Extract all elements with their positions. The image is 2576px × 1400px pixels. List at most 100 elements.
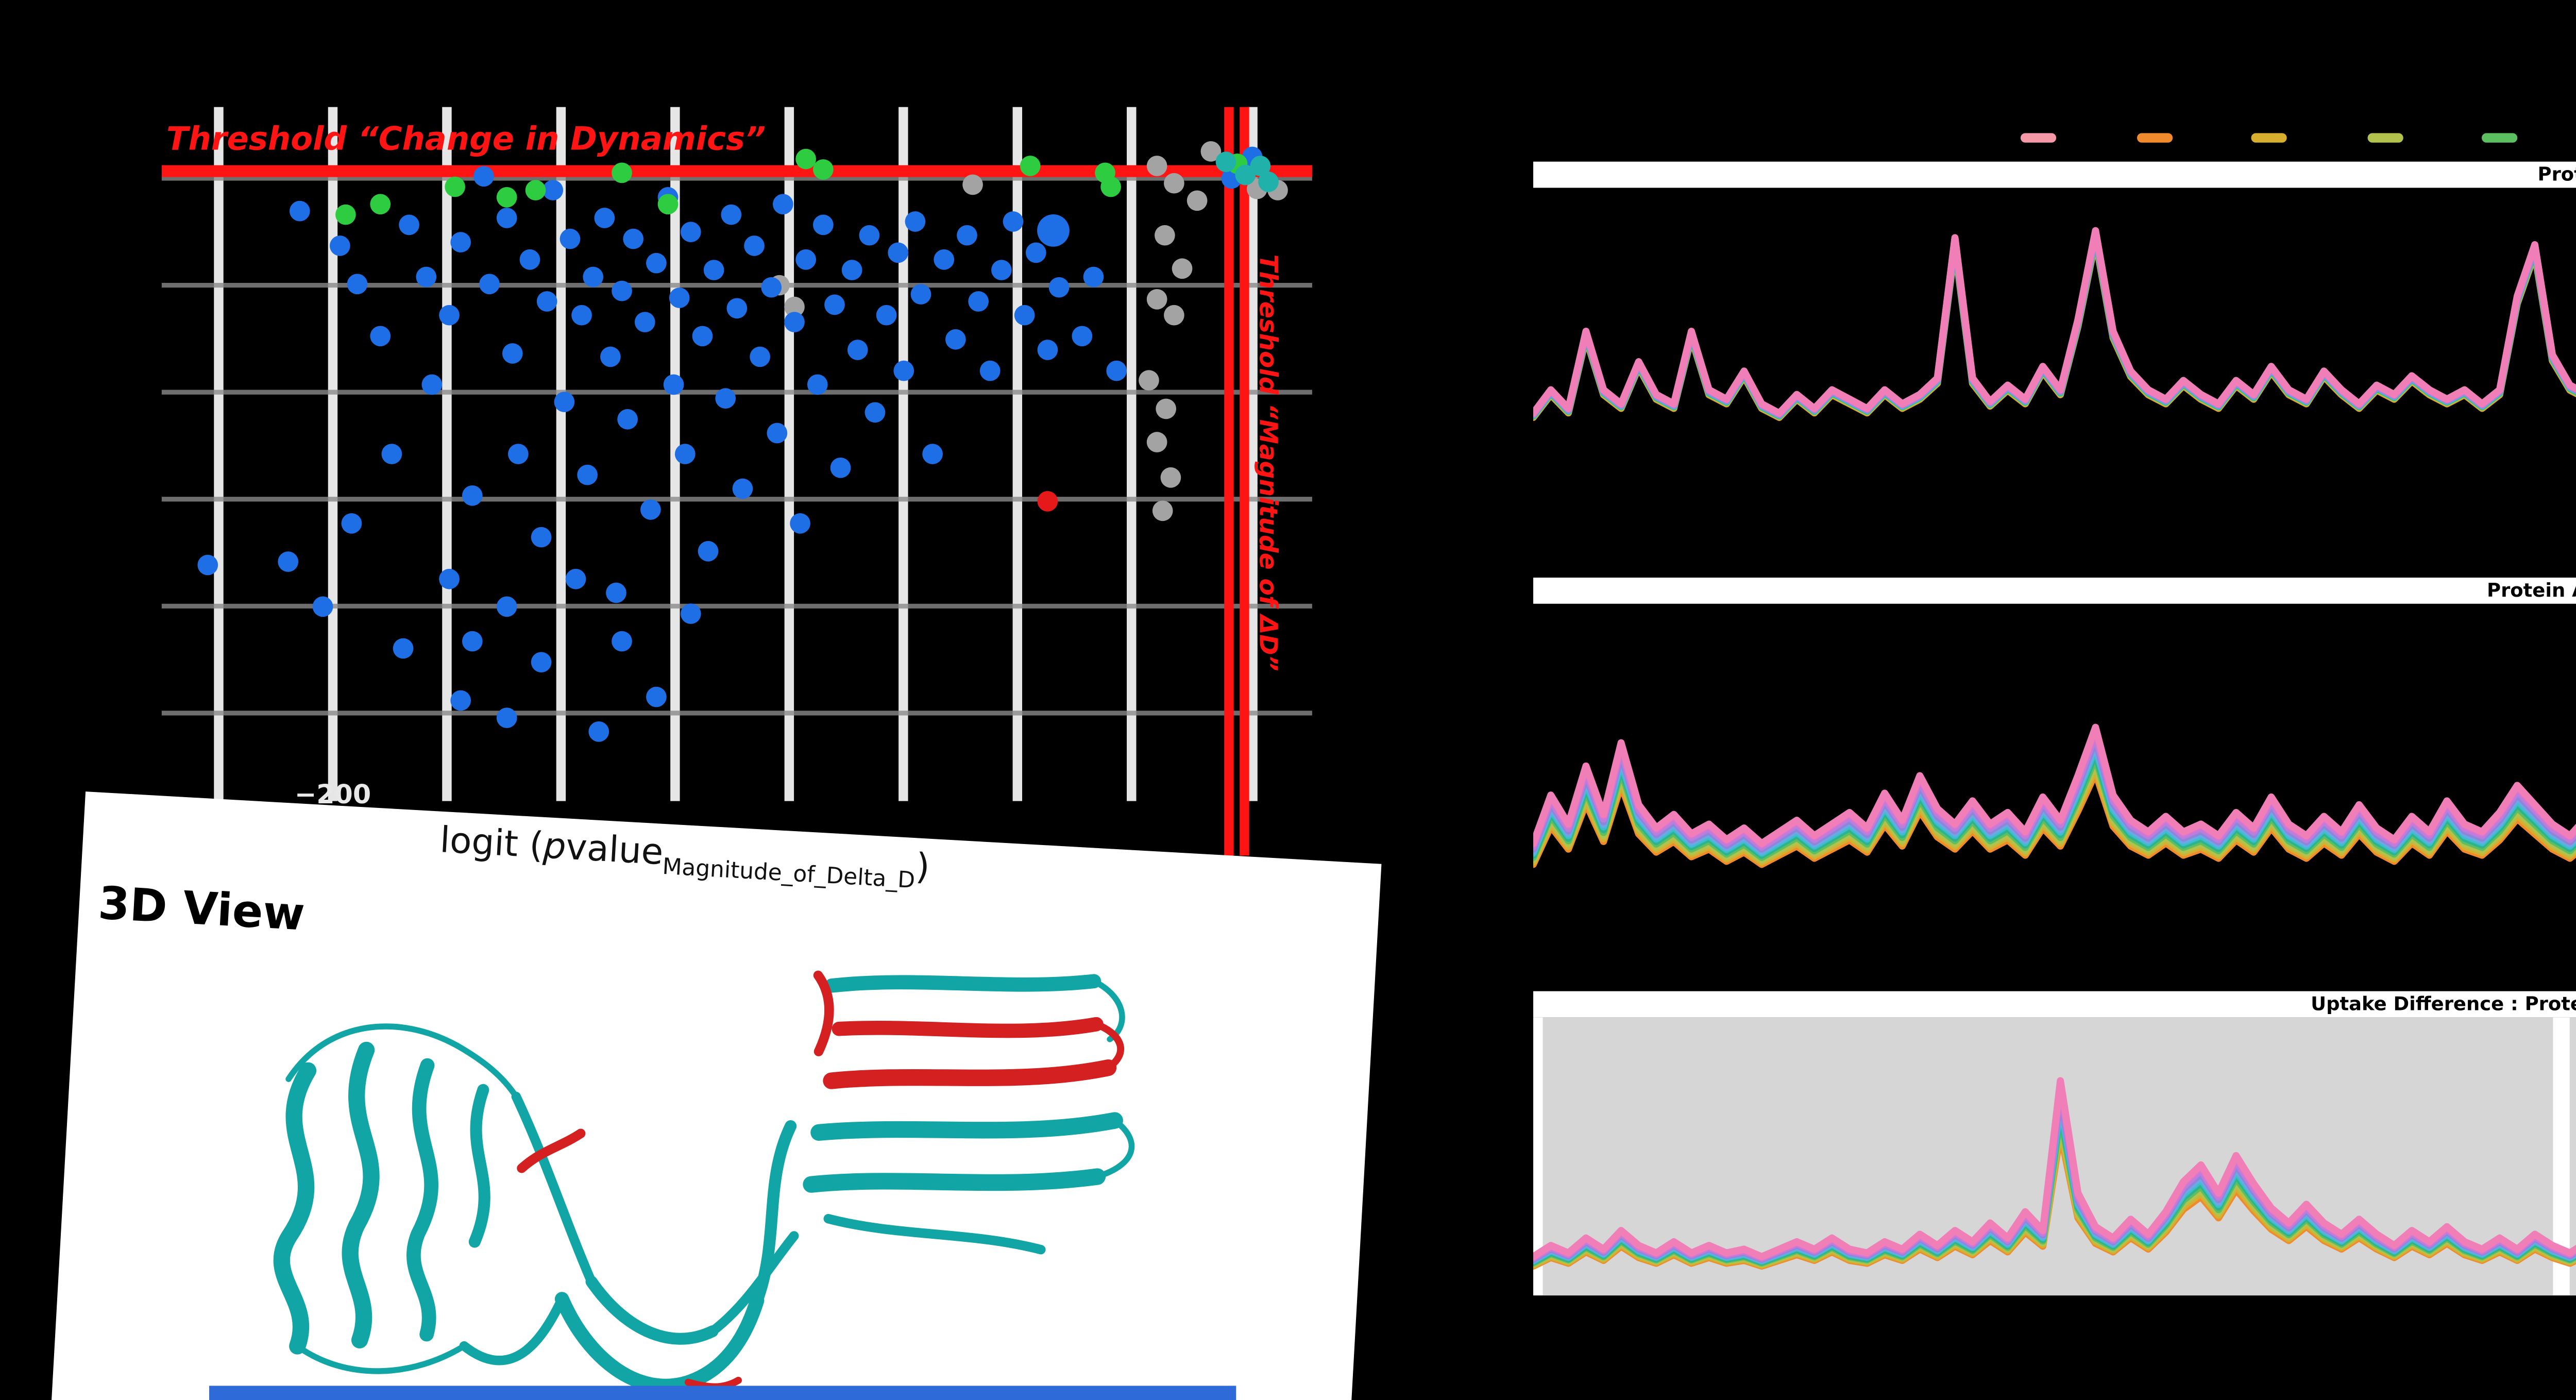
scatter-point-blue[interactable] bbox=[462, 485, 483, 506]
volcano-scatter-svg[interactable] bbox=[162, 107, 1312, 856]
uptake-chart-protein-a[interactable] bbox=[1533, 188, 2576, 565]
scatter-point-blue[interactable] bbox=[703, 260, 724, 280]
legend-dash-0[interactable] bbox=[2020, 133, 2057, 142]
scatter-point-blue[interactable] bbox=[519, 249, 540, 270]
scatter-point-gray[interactable] bbox=[1156, 398, 1177, 419]
scatter-point-blue[interactable] bbox=[1014, 305, 1035, 326]
scatter-point-gray[interactable] bbox=[1160, 467, 1181, 488]
scatter-point-blue[interactable] bbox=[560, 228, 581, 249]
scatter-point-blue[interactable] bbox=[1106, 360, 1127, 381]
scatter-point-blue[interactable] bbox=[905, 211, 926, 232]
scatter-point-blue[interactable] bbox=[439, 568, 460, 589]
scatter-point-blue[interactable] bbox=[807, 374, 828, 395]
scatter-point-blue[interactable] bbox=[565, 568, 586, 589]
scatter-point-gray[interactable] bbox=[1155, 225, 1175, 246]
scatter-point-blue[interactable] bbox=[278, 551, 299, 572]
scatter-point-blue[interactable] bbox=[329, 235, 350, 256]
scatter-point-blue[interactable] bbox=[612, 280, 632, 301]
scatter-point-blue[interactable] bbox=[462, 631, 483, 652]
scatter-point-blue[interactable] bbox=[341, 513, 362, 534]
scatter-point-blue[interactable] bbox=[289, 200, 310, 222]
scatter-point-blue[interactable] bbox=[830, 458, 851, 478]
scatter-point-blue[interactable] bbox=[623, 228, 644, 249]
scatter-point-blue[interactable] bbox=[571, 305, 592, 326]
scatter-point-blue[interactable] bbox=[893, 360, 914, 381]
scatter-point-green[interactable] bbox=[370, 194, 391, 215]
scatter-point-blue[interactable] bbox=[784, 312, 805, 332]
scatter-point-gray[interactable] bbox=[1200, 141, 1222, 162]
uptake-difference-chart[interactable] bbox=[1533, 1017, 2576, 1296]
legend-dash-2[interactable] bbox=[2251, 133, 2287, 142]
scatter-point-blue[interactable] bbox=[502, 343, 523, 364]
scatter-point-green[interactable] bbox=[1100, 176, 1121, 197]
scatter-point-blue[interactable] bbox=[612, 631, 632, 652]
scatter-point-blue[interactable] bbox=[531, 652, 552, 673]
scatter-point-blue[interactable] bbox=[594, 208, 615, 228]
scatter-point-blue[interactable] bbox=[698, 541, 719, 562]
scatter-point-blue[interactable] bbox=[554, 392, 575, 412]
scatter-point-teal[interactable] bbox=[1235, 164, 1256, 185]
scatter-point-blue[interactable] bbox=[744, 235, 765, 256]
scatter-point-blue[interactable] bbox=[496, 208, 517, 228]
scatter-point-green[interactable] bbox=[496, 187, 517, 208]
scatter-point-blue[interactable] bbox=[669, 288, 690, 308]
scatter-point-green[interactable] bbox=[1020, 156, 1041, 176]
scatter-point-blue[interactable] bbox=[496, 707, 517, 728]
scatter-point-blue[interactable] bbox=[617, 409, 638, 430]
scatter-point-blue[interactable] bbox=[399, 214, 419, 235]
scatter-point-blue[interactable] bbox=[991, 260, 1012, 280]
scatter-point-gray[interactable] bbox=[1146, 432, 1167, 452]
scatter-point-blue[interactable] bbox=[824, 294, 845, 315]
scatter-point-blue[interactable] bbox=[606, 582, 626, 603]
scatter-point-gray[interactable] bbox=[1164, 173, 1184, 194]
scatter-point-blue[interactable] bbox=[496, 596, 517, 617]
scatter-point-blue[interactable] bbox=[543, 180, 564, 200]
scatter-point-blue[interactable] bbox=[979, 360, 1001, 381]
scatter-point-teal[interactable] bbox=[1250, 156, 1271, 176]
scatter-point-blue[interactable] bbox=[876, 305, 897, 326]
scatter-point-gray[interactable] bbox=[784, 296, 805, 317]
scatter-point-gray[interactable] bbox=[1187, 190, 1208, 211]
scatter-point-green[interactable] bbox=[612, 162, 632, 183]
scatter-point-blue[interactable] bbox=[715, 388, 736, 409]
scatter-point-blue[interactable] bbox=[588, 721, 609, 742]
scatter-point-gray[interactable] bbox=[1164, 305, 1184, 326]
scatter-point-green[interactable] bbox=[795, 148, 816, 170]
timepoint-legend[interactable] bbox=[1533, 124, 2576, 152]
scatter-point-blue[interactable] bbox=[692, 326, 713, 347]
scatter-point-blue[interactable] bbox=[583, 266, 604, 288]
protein-structure[interactable] bbox=[199, 923, 1175, 1400]
scatter-point-teal[interactable] bbox=[1215, 151, 1236, 172]
scatter-point-blue-large[interactable] bbox=[1037, 214, 1070, 247]
scatter-point-blue[interactable] bbox=[393, 638, 414, 659]
scatter-point-blue[interactable] bbox=[680, 222, 701, 243]
scatter-point-blue[interactable] bbox=[1037, 340, 1058, 360]
scatter-point-green[interactable] bbox=[812, 159, 834, 180]
scatter-point-blue[interactable] bbox=[790, 513, 810, 534]
volcano-plot[interactable]: Threshold “Change in Dynamics” Threshold… bbox=[162, 107, 1312, 856]
scatter-point-red[interactable] bbox=[1037, 491, 1058, 512]
scatter-point-blue[interactable] bbox=[479, 274, 500, 295]
scatter-point-blue[interactable] bbox=[577, 464, 598, 485]
scatter-point-blue[interactable] bbox=[1083, 266, 1104, 288]
scatter-point-blue[interactable] bbox=[865, 402, 886, 423]
scatter-point-blue[interactable] bbox=[945, 329, 966, 350]
scatter-point-blue[interactable] bbox=[910, 284, 931, 305]
scatter-point-blue[interactable] bbox=[531, 527, 552, 548]
scatter-point-blue[interactable] bbox=[934, 249, 955, 270]
scatter-point-green[interactable] bbox=[335, 204, 356, 225]
scatter-point-blue[interactable] bbox=[416, 266, 437, 288]
scatter-point-green[interactable] bbox=[445, 176, 465, 197]
scatter-point-blue[interactable] bbox=[795, 249, 816, 270]
scatter-point-blue[interactable] bbox=[726, 298, 748, 319]
scatter-point-blue[interactable] bbox=[1072, 326, 1093, 347]
scatter-point-blue[interactable] bbox=[674, 444, 696, 464]
scatter-point-blue[interactable] bbox=[439, 305, 460, 326]
scatter-point-gray[interactable] bbox=[1172, 258, 1193, 279]
scatter-point-green[interactable] bbox=[525, 180, 546, 200]
scatter-point-blue[interactable] bbox=[450, 690, 471, 711]
scatter-point-blue[interactable] bbox=[634, 312, 655, 332]
scatter-point-blue[interactable] bbox=[663, 374, 684, 395]
scatter-point-blue[interactable] bbox=[721, 204, 742, 225]
scatter-point-blue[interactable] bbox=[370, 326, 391, 347]
